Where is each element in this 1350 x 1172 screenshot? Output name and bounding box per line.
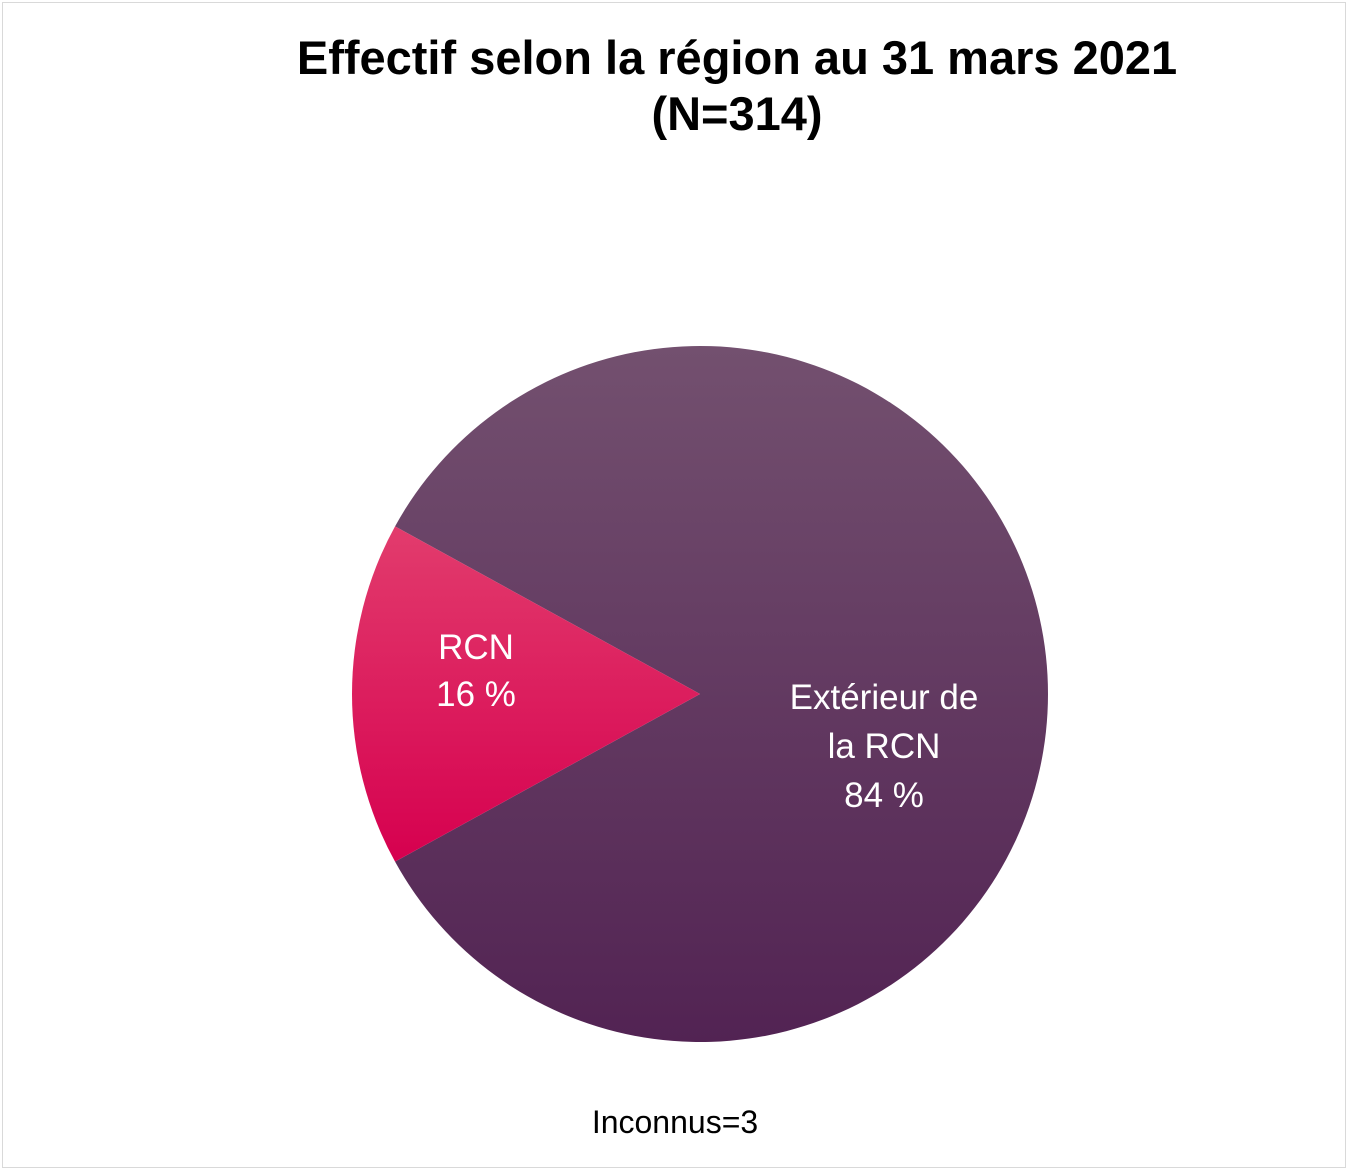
pie-slice-exterieur-rcn <box>395 346 1048 1042</box>
slice-label-rcn-name: RCN <box>438 628 514 667</box>
chart-title-line2: (N=314) <box>651 87 823 140</box>
slice-label-ext-name-line1: Extérieur de <box>790 678 979 717</box>
footnote-inconnus: Inconnus=3 <box>591 1104 759 1140</box>
slice-label-rcn-value: 16 % <box>436 675 516 714</box>
slice-label-ext-value: 84 % <box>844 776 924 815</box>
chart-title: Effectif selon la région au 31 mars 2021… <box>0 30 1350 142</box>
chart-title-line1: Effectif selon la région au 31 mars 2021 <box>296 31 1178 84</box>
pie-slice-rcn <box>352 526 700 862</box>
slice-label-ext-name-line2: la RCN <box>828 727 941 766</box>
